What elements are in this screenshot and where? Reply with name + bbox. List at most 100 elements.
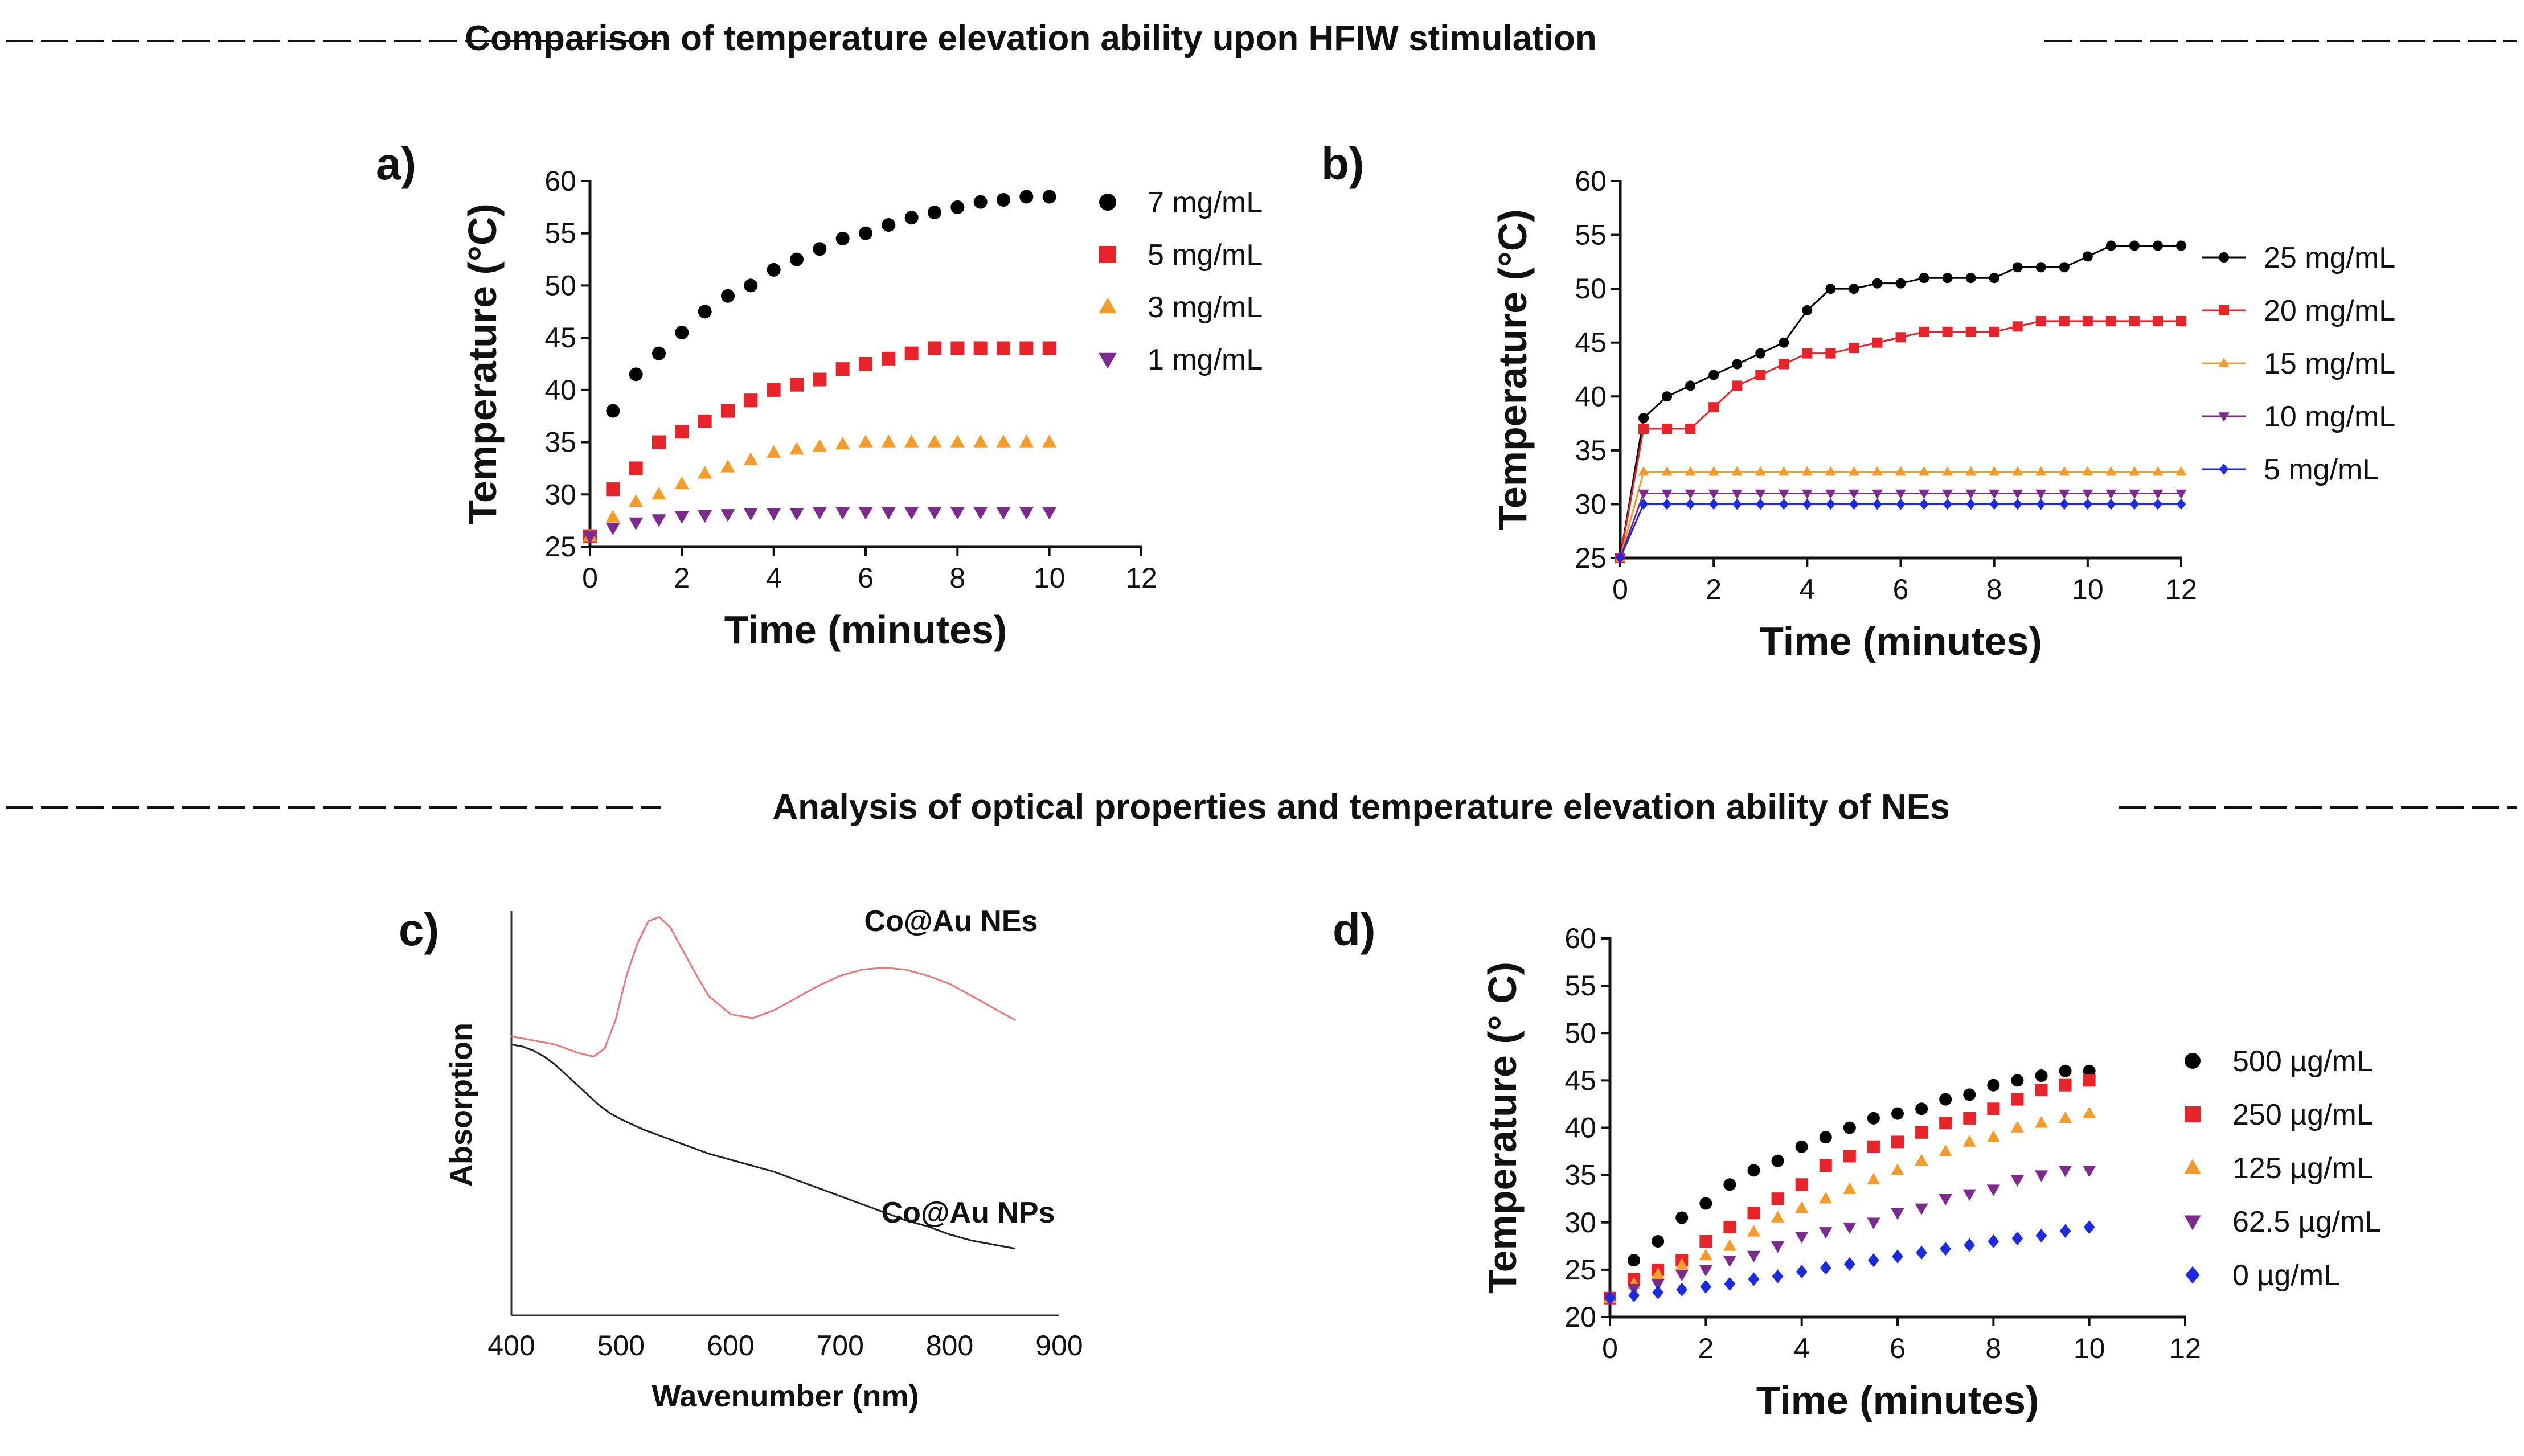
data-point	[2152, 240, 2163, 251]
data-point	[997, 341, 1010, 355]
data-point	[674, 476, 689, 489]
y-tick-label: 60	[544, 165, 576, 197]
data-point	[744, 278, 758, 293]
data-point	[1771, 1154, 1784, 1167]
data-point	[1965, 466, 1977, 476]
data-point	[2129, 498, 2140, 510]
data-point	[2011, 1074, 2024, 1087]
y-tick-label: 35	[1564, 1159, 1596, 1191]
series-20-mg-ml	[1615, 315, 2186, 563]
data-point	[1699, 1197, 1712, 1210]
data-point	[1709, 498, 1719, 510]
data-point	[1962, 1135, 1976, 1147]
y-tick-label: 45	[1564, 1064, 1596, 1096]
data-point	[2036, 498, 2046, 510]
legend-marker-20-mg-ml	[2219, 305, 2229, 315]
data-point	[1989, 466, 2000, 476]
data-point	[1891, 1163, 1904, 1175]
data-point	[904, 211, 919, 225]
data-point	[1962, 1189, 1976, 1201]
y-tick-label: 55	[1575, 219, 1607, 251]
y-tick-label: 40	[1575, 380, 1607, 412]
data-point	[1849, 284, 1859, 294]
series-25-mg-ml	[1615, 240, 2186, 563]
data-point	[1919, 498, 1929, 510]
x-tick-label: 900	[1035, 1330, 1083, 1361]
x-tick-label: 500	[597, 1330, 645, 1361]
data-point	[1919, 489, 1929, 499]
data-point	[629, 367, 643, 382]
data-point	[720, 460, 735, 473]
data-point	[1825, 348, 1836, 359]
data-point	[835, 437, 850, 450]
data-point	[721, 404, 735, 418]
data-point	[1825, 466, 1836, 476]
data-point	[1651, 1279, 1665, 1291]
legend-label: 500 µg/mL	[2232, 1045, 2373, 1078]
data-point	[767, 263, 781, 277]
data-point	[1919, 466, 1929, 476]
data-point	[1826, 498, 1835, 510]
data-point	[1965, 489, 1977, 499]
legend-label: 7 mg/mL	[1148, 186, 1263, 219]
x-tick-label: 10	[1034, 562, 1066, 594]
data-point	[698, 510, 712, 523]
data-point	[1747, 1250, 1761, 1263]
data-point	[1819, 1131, 1832, 1144]
data-point	[1895, 489, 1906, 499]
data-point	[1896, 498, 1906, 510]
data-point	[1801, 489, 1813, 499]
data-point	[2082, 466, 2093, 476]
data-point	[1989, 489, 2000, 499]
data-point	[1723, 1239, 1736, 1251]
x-tick-label: 4	[1799, 573, 1815, 605]
data-point	[1042, 341, 1056, 355]
data-point	[1708, 489, 1719, 499]
data-point	[1825, 284, 1836, 294]
data-point	[1825, 489, 1836, 499]
data-point	[1042, 190, 1056, 204]
legend-marker-5-mg-ml	[2219, 464, 2229, 475]
data-point	[2105, 240, 2116, 251]
data-point	[835, 362, 850, 376]
x-tick-label: 6	[858, 562, 874, 594]
data-point	[1042, 507, 1057, 520]
data-point	[606, 404, 620, 418]
data-point	[629, 517, 644, 531]
data-point	[2059, 498, 2069, 510]
data-point	[1895, 278, 1906, 289]
series-500-g-ml	[1604, 1064, 2096, 1305]
series-line	[1619, 471, 2181, 559]
data-point	[1942, 466, 1953, 476]
data-point	[1662, 498, 1672, 510]
y-tick-label: 55	[544, 218, 576, 249]
data-point	[1604, 1291, 1616, 1305]
data-point	[2152, 466, 2164, 476]
data-point	[1685, 466, 1696, 476]
x-axis-title: Time (minutes)	[724, 608, 1007, 652]
data-point	[1963, 1112, 1976, 1125]
data-point	[790, 252, 804, 266]
data-point	[1779, 359, 1789, 370]
data-point	[2059, 489, 2070, 499]
data-point	[1796, 1265, 1808, 1279]
legend-label: 0 µg/mL	[2232, 1259, 2340, 1292]
data-point	[859, 357, 872, 371]
y-tick-label: 60	[1575, 165, 1607, 197]
data-point	[1771, 1192, 1784, 1205]
data-point	[2012, 262, 2023, 273]
series-line	[1619, 503, 2181, 559]
data-point	[1795, 1201, 1809, 1213]
data-point	[2105, 489, 2117, 499]
data-point	[1685, 380, 1696, 391]
series-1-mg-ml	[583, 507, 1057, 544]
data-point	[1867, 1112, 1880, 1125]
panel-label: c)	[399, 904, 439, 955]
x-axis-title: Time (minutes)	[1759, 619, 2042, 663]
data-point	[1963, 1088, 1976, 1101]
data-point	[605, 522, 620, 536]
section-title-bottom: Analysis of optical properties and tempe…	[772, 788, 1949, 827]
data-point	[1628, 1254, 1641, 1267]
series-125-g-ml	[1603, 1106, 2096, 1303]
